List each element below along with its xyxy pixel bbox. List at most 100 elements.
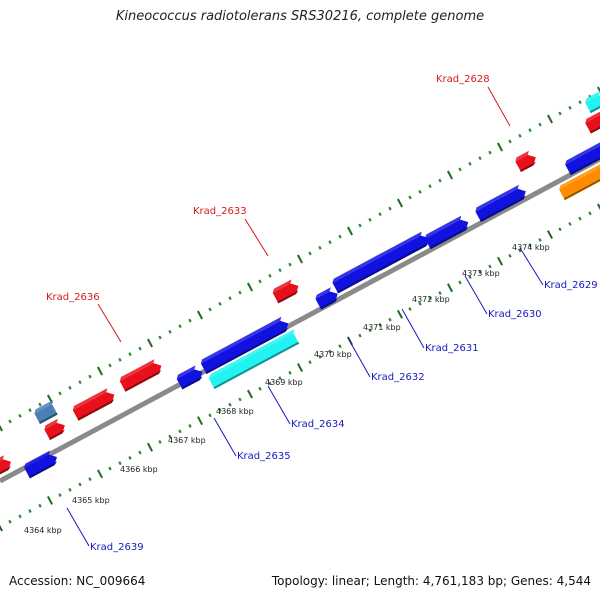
tick-mark <box>138 450 142 455</box>
tick-mark <box>338 234 342 239</box>
tick-mark <box>258 386 262 391</box>
tick-mark <box>158 440 162 444</box>
tick-mark <box>218 301 222 306</box>
tick-mark <box>428 296 432 301</box>
gene-label: Krad_2634 <box>291 419 345 430</box>
scale-label: 4368 kbp <box>216 407 254 416</box>
gene-label: Krad_2628 <box>436 74 490 85</box>
tick-mark <box>308 251 312 256</box>
tick-mark <box>46 495 54 505</box>
scale-label: 4370 kbp <box>314 350 352 359</box>
scale-labels: 4364 kbp 4365 kbp 4366 kbp 4367 kbp 4368 kbp… <box>24 243 550 535</box>
scale-label: 4367 kbp <box>168 436 206 445</box>
tick-mark <box>388 317 392 322</box>
tick-mark <box>478 156 482 161</box>
tick-mark <box>428 184 432 189</box>
tick-mark <box>278 268 282 273</box>
tick-mark <box>518 133 522 138</box>
leader-line <box>97 303 122 343</box>
topology-text: Topology: linear; Length: 4,761,183 bp; … <box>271 574 591 588</box>
tick-mark <box>508 253 512 258</box>
tick-mark <box>246 282 254 292</box>
tick-mark <box>378 323 382 327</box>
tick-mark <box>178 324 182 329</box>
tick-mark <box>0 524 4 532</box>
tick-mark <box>388 206 392 211</box>
tick-mark <box>438 291 442 295</box>
tick-mark <box>418 189 422 194</box>
tick-mark <box>578 216 582 221</box>
tick-mark <box>138 346 142 351</box>
tick-mark <box>596 203 600 211</box>
tick-mark <box>78 482 82 487</box>
gene-arrow <box>332 231 429 294</box>
gene-label: Krad_2630 <box>488 309 542 320</box>
tick-mark <box>68 385 72 390</box>
gene-label: Krad_2633 <box>193 206 247 217</box>
tick-mark <box>58 391 62 396</box>
tick-mark <box>88 374 92 379</box>
gene-arrow <box>272 279 299 304</box>
upper-tick-track <box>0 86 600 432</box>
tick-mark <box>546 230 554 240</box>
tick-mark <box>108 363 112 368</box>
tick-mark <box>568 105 572 110</box>
gene-arrow <box>44 418 65 441</box>
leader-line <box>244 218 269 257</box>
label-leaders <box>66 86 544 547</box>
tick-mark <box>358 333 362 338</box>
tick-mark <box>168 434 172 439</box>
gene-label: Krad_2635 <box>237 451 291 462</box>
accession-text: Accession: NC_009664 <box>9 574 146 588</box>
tick-mark <box>518 248 522 253</box>
tick-mark <box>508 139 512 144</box>
tick-mark <box>308 360 312 365</box>
tick-mark <box>196 310 204 320</box>
tick-mark <box>238 397 242 402</box>
leader-line <box>267 385 291 425</box>
tick-mark <box>188 318 192 323</box>
tick-mark <box>96 469 104 479</box>
tick-mark <box>278 376 282 381</box>
tick-mark <box>478 269 482 274</box>
tick-mark <box>38 503 42 508</box>
tick-mark <box>438 178 442 183</box>
tick-mark <box>228 402 232 407</box>
tick-mark <box>218 408 222 412</box>
gene-arrow <box>200 316 289 374</box>
tick-mark <box>118 357 122 362</box>
tick-mark <box>258 279 262 284</box>
gene-features <box>0 90 600 479</box>
gene-arrow <box>585 110 600 134</box>
tick-mark <box>38 402 42 407</box>
tick-mark <box>468 161 472 166</box>
tick-mark <box>228 296 232 301</box>
gene-label: Krad_2639 <box>90 542 144 553</box>
gene-labels: Krad_2628 Krad_2633 Krad_2636 Krad_2629 Krad… <box>46 74 598 553</box>
backbone-line <box>0 156 600 484</box>
gene-label: Krad_2636 <box>46 292 100 303</box>
tick-mark <box>18 514 22 519</box>
tick-mark <box>178 429 182 434</box>
tick-mark <box>578 100 582 105</box>
tick-mark <box>408 307 412 311</box>
tick-mark <box>88 477 92 482</box>
tick-mark <box>318 354 322 359</box>
tick-mark <box>368 328 372 333</box>
gene-label: Krad_2632 <box>371 372 425 383</box>
tick-mark <box>528 128 532 133</box>
tick-mark <box>496 256 504 266</box>
tick-mark <box>396 198 404 208</box>
tick-mark <box>446 283 454 293</box>
tick-mark <box>28 408 32 413</box>
map-title: Kineococcus radiotolerans SRS30216, comp… <box>115 9 485 24</box>
scale-label: 4366 kbp <box>120 465 158 474</box>
gene-arrow <box>119 359 162 392</box>
leader-line <box>519 247 544 286</box>
tick-mark <box>268 273 272 278</box>
tick-mark <box>596 86 600 94</box>
tick-mark <box>328 240 332 245</box>
leader-line <box>487 86 511 127</box>
tick-mark <box>418 301 422 306</box>
